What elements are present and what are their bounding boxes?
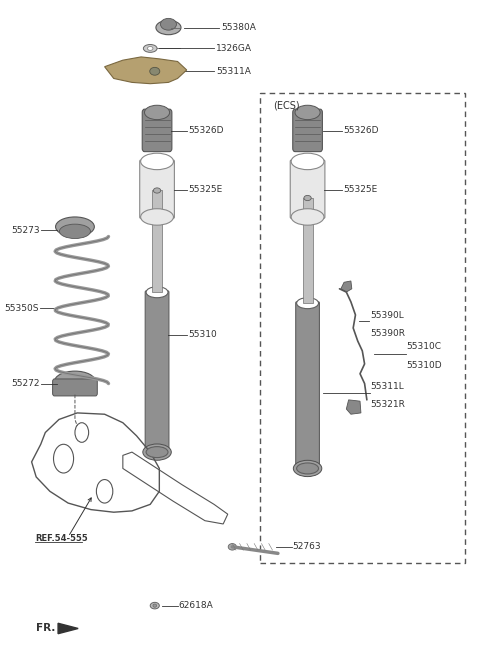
Polygon shape — [341, 281, 352, 292]
Ellipse shape — [156, 20, 181, 35]
Polygon shape — [58, 623, 78, 634]
Text: 62618A: 62618A — [179, 601, 213, 610]
FancyBboxPatch shape — [142, 109, 172, 152]
Ellipse shape — [141, 154, 173, 170]
Ellipse shape — [150, 68, 160, 75]
FancyBboxPatch shape — [145, 291, 169, 453]
Text: 55326D: 55326D — [343, 126, 379, 135]
Ellipse shape — [60, 224, 90, 239]
Text: 55321R: 55321R — [370, 400, 405, 409]
Ellipse shape — [144, 45, 157, 52]
Text: 55272: 55272 — [12, 379, 40, 388]
Text: 55390R: 55390R — [370, 329, 405, 338]
Polygon shape — [105, 57, 187, 84]
Text: 55310D: 55310D — [407, 361, 442, 370]
Ellipse shape — [56, 217, 95, 237]
Ellipse shape — [143, 444, 171, 461]
Ellipse shape — [150, 602, 159, 609]
Text: 55350S: 55350S — [4, 304, 39, 313]
Ellipse shape — [147, 47, 153, 51]
Ellipse shape — [154, 188, 161, 193]
Text: 55311L: 55311L — [370, 382, 404, 391]
Text: 55325E: 55325E — [188, 185, 222, 194]
Text: 55390L: 55390L — [370, 311, 404, 320]
FancyBboxPatch shape — [152, 190, 162, 292]
Ellipse shape — [54, 371, 96, 392]
Ellipse shape — [297, 298, 319, 309]
Ellipse shape — [295, 105, 320, 119]
Text: 1326GA: 1326GA — [216, 44, 252, 53]
Text: REF.54-555: REF.54-555 — [35, 534, 88, 543]
FancyBboxPatch shape — [296, 302, 319, 470]
Ellipse shape — [293, 461, 322, 477]
Text: 55311A: 55311A — [216, 67, 251, 76]
Ellipse shape — [304, 195, 311, 201]
Ellipse shape — [141, 209, 173, 225]
Ellipse shape — [146, 287, 168, 298]
Text: FR.: FR. — [36, 623, 56, 634]
Ellipse shape — [291, 154, 324, 170]
Text: 55310C: 55310C — [407, 342, 442, 351]
Text: (ECS): (ECS) — [273, 100, 300, 111]
Text: 55380A: 55380A — [221, 23, 256, 32]
Polygon shape — [347, 400, 361, 414]
Ellipse shape — [291, 209, 324, 225]
FancyBboxPatch shape — [290, 160, 325, 218]
Ellipse shape — [146, 447, 168, 458]
FancyBboxPatch shape — [53, 379, 97, 396]
Text: 55326D: 55326D — [188, 126, 224, 135]
Text: 55325E: 55325E — [343, 185, 377, 194]
Ellipse shape — [297, 463, 319, 474]
Text: 52763: 52763 — [292, 543, 321, 551]
Ellipse shape — [160, 18, 177, 30]
Ellipse shape — [144, 105, 169, 119]
FancyBboxPatch shape — [302, 198, 312, 303]
FancyBboxPatch shape — [293, 109, 323, 152]
Text: 55273: 55273 — [11, 226, 40, 234]
Text: 55310: 55310 — [188, 330, 217, 339]
Ellipse shape — [228, 544, 237, 550]
Ellipse shape — [153, 604, 156, 607]
FancyBboxPatch shape — [140, 160, 174, 218]
